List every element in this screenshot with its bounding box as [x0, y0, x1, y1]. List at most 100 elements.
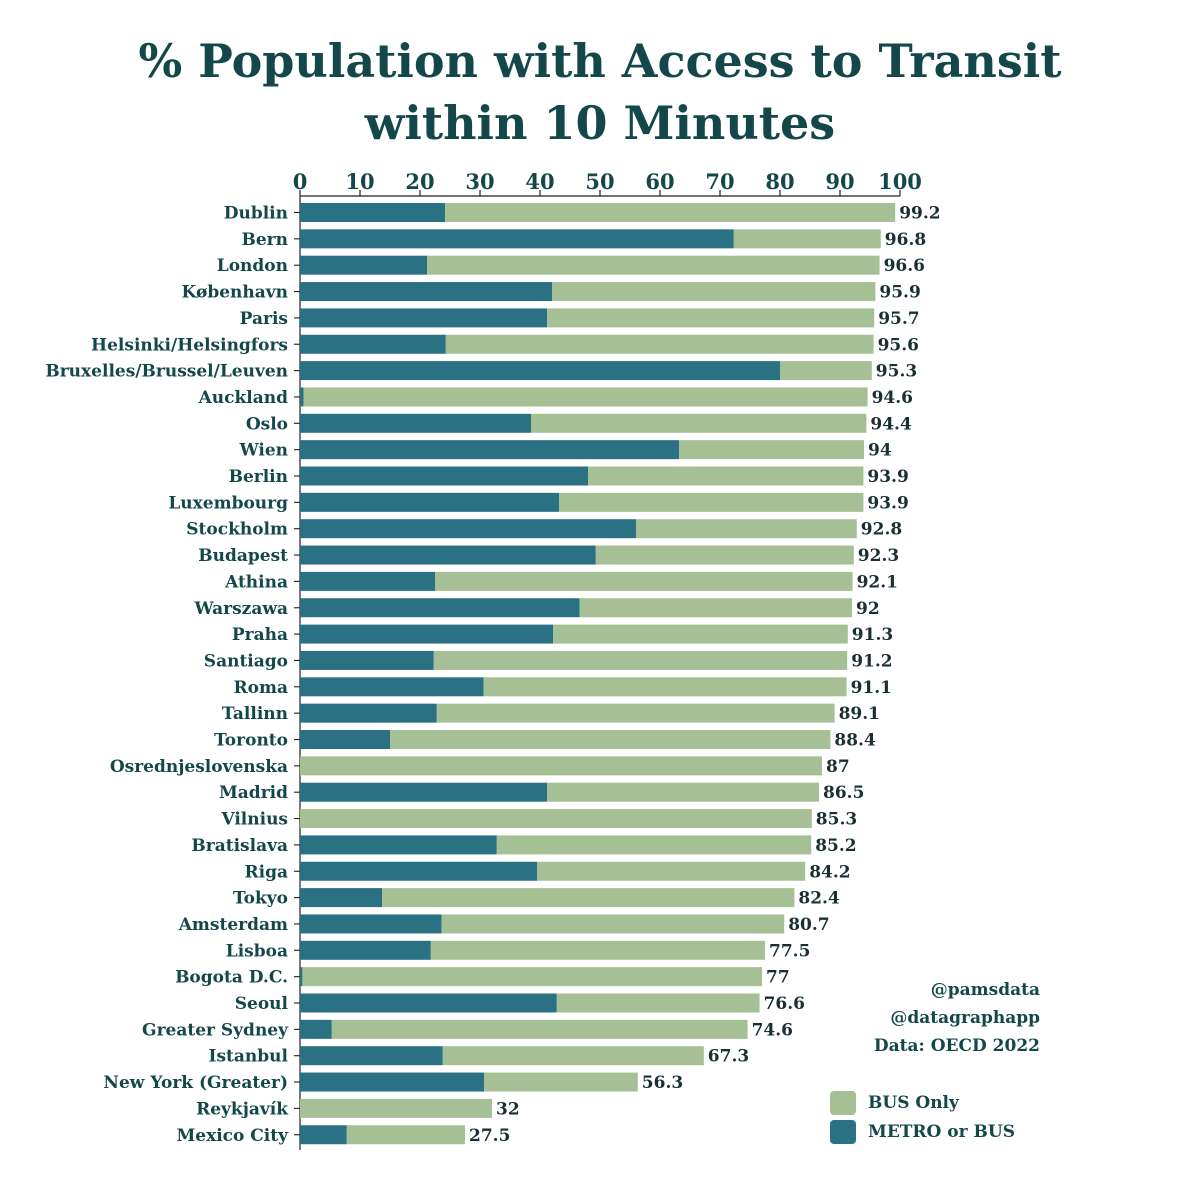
bar-bus-reykjavik: [300, 1098, 492, 1118]
bar-metro-istanbul: [300, 1046, 443, 1066]
legend-item-metro-or-bus: METRO or BUS: [830, 1118, 1015, 1146]
bar-bus-kobenhavn: [552, 282, 876, 302]
chart-title: % Population with Access to Transit with…: [0, 30, 1200, 154]
credit-handle-datagraphapp: @datagraphapp: [890, 1008, 1040, 1028]
data-label-seoul: 76.6: [764, 994, 805, 1014]
bar-bus-tokyo: [382, 888, 795, 908]
bar-bus-berlin: [588, 466, 864, 486]
bar-bus-praha: [553, 624, 848, 644]
bar-bus-new-york-greater: [484, 1072, 638, 1092]
category-label-athina: Athina: [224, 572, 288, 592]
data-label-bogota-d-c: 77: [766, 968, 790, 988]
x-tick-label-70: 70: [705, 169, 734, 194]
category-label-toronto: Toronto: [214, 731, 288, 751]
bar-metro-bern: [300, 229, 734, 249]
bar-bus-dublin: [445, 203, 896, 222]
bar-bus-osrednjeslovenska: [300, 756, 822, 776]
bar-bus-budapest: [595, 545, 854, 565]
bar-bus-bogota-d-c: [302, 967, 762, 987]
data-label-helsinki-helsingfors: 95.6: [878, 335, 919, 355]
data-label-dublin: 99.2: [899, 204, 940, 224]
category-label-berlin: Berlin: [229, 467, 288, 487]
bar-metro-paris: [300, 308, 548, 328]
bar-bus-istanbul: [442, 1046, 704, 1066]
category-label-kobenhavn: København: [182, 283, 289, 303]
data-label-auckland: 94.6: [872, 388, 913, 408]
data-label-amsterdam: 80.7: [788, 915, 829, 935]
bar-metro-lisboa: [300, 940, 431, 960]
category-label-stockholm: Stockholm: [186, 520, 288, 540]
bar-bus-luxembourg: [559, 492, 864, 512]
bar-bus-santiago: [433, 650, 848, 670]
category-label-lisboa: Lisboa: [226, 941, 288, 961]
x-tick-label-10: 10: [345, 169, 374, 194]
category-label-dublin: Dublin: [224, 204, 288, 224]
data-label-bern: 96.8: [885, 230, 926, 250]
bar-metro-wien: [300, 440, 680, 460]
bar-metro-auckland: [300, 387, 304, 407]
bar-bus-auckland: [303, 387, 868, 407]
data-label-lisboa: 77.5: [769, 941, 810, 961]
bar-bus-seoul: [556, 993, 760, 1013]
category-label-tallinn: Tallinn: [222, 704, 288, 724]
category-label-budapest: Budapest: [198, 546, 288, 566]
bar-metro-madrid: [300, 782, 548, 802]
x-tick-label-40: 40: [525, 169, 554, 194]
data-label-greater-sydney: 74.6: [752, 1020, 793, 1040]
data-label-warszawa: 92: [856, 599, 880, 619]
bar-metro-mexico-city: [300, 1125, 347, 1145]
data-label-oslo: 94.4: [870, 414, 912, 434]
legend-item-bus-only: BUS Only: [830, 1089, 1015, 1117]
bar-metro-riga: [300, 861, 537, 881]
category-label-oslo: Oslo: [246, 414, 288, 434]
x-tick-label-0: 0: [293, 169, 308, 194]
bar-metro-budapest: [300, 545, 596, 565]
bar-metro-seoul: [300, 993, 557, 1013]
data-label-praha: 91.3: [852, 625, 893, 645]
bar-metro-athina: [300, 571, 435, 591]
bar-metro-new-york-greater: [300, 1072, 485, 1092]
bar-bus-athina: [435, 571, 853, 591]
category-label-madrid: Madrid: [219, 783, 288, 803]
legend-swatch-metro-or-bus: [830, 1120, 856, 1144]
category-label-new-york-greater: New York (Greater): [103, 1073, 288, 1093]
data-label-tallinn: 89.1: [839, 704, 880, 724]
bar-bus-riga: [537, 861, 806, 881]
bar-metro-roma: [300, 677, 484, 697]
x-tick-label-80: 80: [765, 169, 794, 194]
category-label-riga: Riga: [245, 862, 289, 882]
bar-bus-toronto: [390, 730, 831, 749]
category-label-warszawa: Warszawa: [194, 599, 288, 619]
bar-metro-tokyo: [300, 888, 383, 908]
data-label-tokyo: 82.4: [798, 889, 840, 909]
bar-bus-roma: [483, 677, 847, 697]
category-label-luxembourg: Luxembourg: [168, 493, 288, 513]
bar-metro-santiago: [300, 650, 434, 670]
bar-bus-london: [427, 255, 880, 275]
bar-metro-stockholm: [300, 519, 636, 539]
data-label-paris: 95.7: [878, 309, 919, 329]
data-label-mexico-city: 27.5: [469, 1126, 510, 1146]
category-label-auckland: Auckland: [198, 388, 289, 408]
data-label-reykjavik: 32: [496, 1099, 520, 1119]
bar-metro-helsinki-helsingfors: [300, 334, 446, 354]
bar-bus-bratislava: [496, 835, 812, 855]
data-label-wien: 94: [868, 441, 892, 461]
bar-bus-bruxelles-brussel-leuven: [780, 361, 872, 381]
data-label-luxembourg: 93.9: [867, 493, 908, 513]
category-label-tokyo: Tokyo: [233, 889, 288, 909]
bar-metro-bratislava: [300, 835, 497, 855]
x-tick-label-100: 100: [878, 169, 922, 194]
bar-bus-lisboa: [430, 940, 765, 960]
legend: BUS Only METRO or BUS: [830, 1089, 1015, 1147]
bar-metro-praha: [300, 624, 554, 644]
data-label-istanbul: 67.3: [708, 1047, 749, 1067]
category-label-santiago: Santiago: [204, 651, 288, 671]
bar-metro-oslo: [300, 413, 531, 433]
bar-bus-vilnius: [300, 809, 812, 829]
category-label-wien: Wien: [239, 441, 288, 461]
data-label-bruxelles-brussel-leuven: 95.3: [876, 362, 917, 382]
bar-bus-helsinki-helsingfors: [445, 334, 874, 354]
data-label-toronto: 88.4: [834, 731, 876, 751]
category-label-paris: Paris: [240, 309, 288, 329]
